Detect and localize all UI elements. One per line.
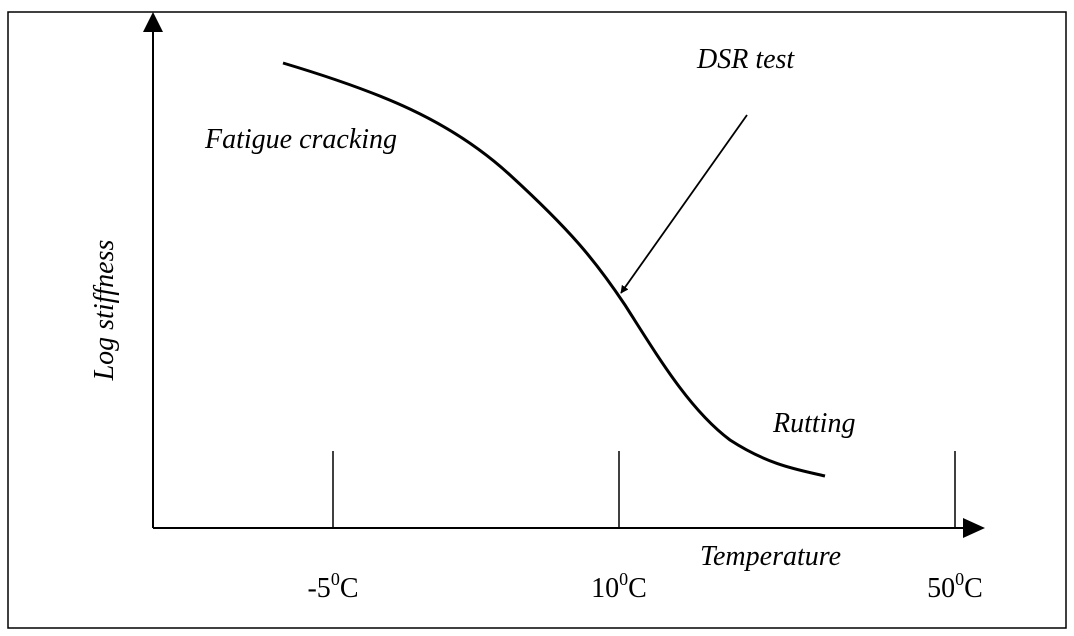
x-tick-label: -50C	[307, 569, 358, 604]
x-tick-label: 500C	[927, 569, 983, 604]
pointer-arrow	[620, 114, 748, 294]
x-axis-label: Temperature	[700, 541, 841, 572]
y-arrowhead	[143, 12, 163, 32]
y-axis-label: Log stiffness	[89, 239, 120, 381]
annotation: Fatigue cracking	[204, 124, 397, 155]
frame	[7, 11, 1067, 629]
annotation: DSR test	[696, 44, 795, 75]
curve	[282, 61, 826, 478]
x-arrowhead	[963, 518, 985, 538]
annotation: Rutting	[772, 408, 855, 439]
x-tick-label: 100C	[591, 569, 647, 604]
